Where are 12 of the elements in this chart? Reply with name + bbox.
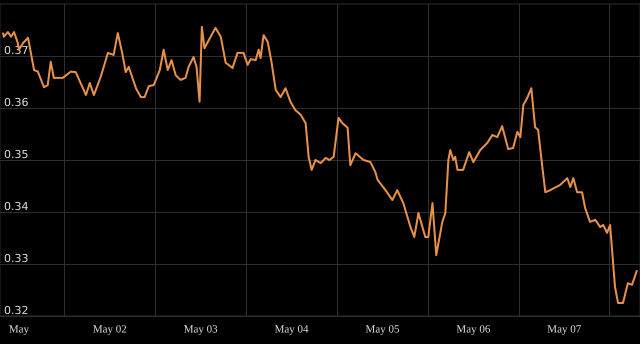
y-tick-label: 0.35 <box>4 148 28 161</box>
y-tick-label: 0.34 <box>4 200 28 213</box>
x-tick-label: May 02 <box>92 324 127 336</box>
y-tick-label: 0.32 <box>4 304 28 317</box>
x-tick-label: May 05 <box>366 324 400 336</box>
x-tick-label: May <box>8 324 30 336</box>
y-tick-label: 0.36 <box>4 96 28 109</box>
x-tick-label: May 04 <box>274 324 310 336</box>
x-tick-label: May 06 <box>456 324 491 336</box>
x-tick-label: May 03 <box>184 324 218 336</box>
x-tick-label: May 07 <box>547 324 582 336</box>
y-tick-label: 0.33 <box>4 252 28 265</box>
